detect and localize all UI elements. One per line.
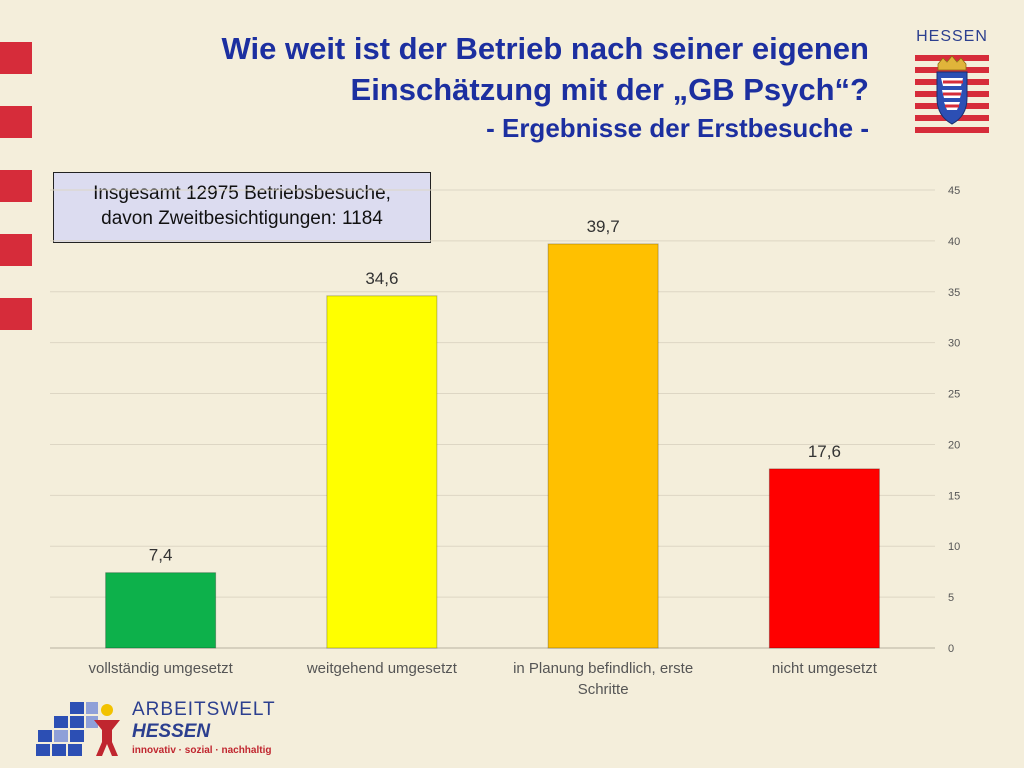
title-line-1: Wie weit ist der Betrieb nach seiner eig…: [221, 31, 869, 66]
hessen-stripe: [0, 106, 32, 138]
y-tick-label: 45: [948, 185, 960, 197]
x-category-label: nicht umgesetzt: [772, 660, 878, 677]
y-tick-label: 5: [948, 592, 954, 604]
bar: [768, 468, 880, 649]
arbeitswelt-logo-line-1: ARBEITSWELT: [132, 699, 276, 720]
arbeitswelt-logo-line-2: HESSEN: [132, 721, 211, 742]
data-label: 7,4: [149, 546, 173, 565]
bar: [326, 295, 438, 649]
x-category-label: Schritte: [578, 681, 629, 698]
info-box-line-1: Insgesamt 12975 Betriebsbesuche,: [93, 183, 391, 204]
hessen-stripe: [0, 234, 32, 266]
bar: [547, 243, 659, 649]
hessen-logo-text: HESSEN: [916, 28, 988, 45]
hessen-logo: HESSEN: [913, 28, 991, 134]
hessen-coat-of-arms-icon: [915, 55, 989, 133]
hessen-stripe: [0, 170, 32, 202]
summary-info-box: Insgesamt 12975 Betriebsbesuche, davon Z…: [53, 172, 431, 243]
y-tick-label: 10: [948, 541, 960, 553]
y-tick-label: 25: [948, 389, 960, 401]
x-category-label: in Planung befindlich, erste: [513, 660, 693, 677]
y-tick-label: 15: [948, 490, 960, 502]
y-tick-label: 0: [948, 643, 954, 655]
hessen-stripe: [0, 298, 32, 330]
page-title: Wie weit ist der Betrieb nach seiner eig…: [109, 28, 869, 110]
info-box-line-2: davon Zweitbesichtigungen: 1184: [101, 208, 383, 229]
data-label: 34,6: [365, 269, 398, 288]
arbeitswelt-logo-tagline: innovativ · sozial · nachhaltig: [132, 745, 272, 756]
page-subtitle: - Ergebnisse der Erstbesuche -: [486, 113, 869, 143]
title-line-2: Einschätzung mit der „GB Psych“?: [350, 72, 869, 107]
y-tick-label: 30: [948, 338, 960, 350]
y-tick-label: 40: [948, 236, 960, 248]
arbeitswelt-mosaic-icon: [36, 702, 120, 756]
x-category-label: weitgehend umgesetzt: [306, 660, 458, 677]
arbeitswelt-hessen-logo: [34, 700, 274, 760]
y-tick-label: 20: [948, 439, 960, 451]
data-label: 17,6: [808, 442, 841, 461]
data-label: 39,7: [587, 217, 620, 236]
hessen-stripe: [0, 42, 32, 74]
x-category-label: vollständig umgesetzt: [89, 660, 234, 677]
bar: [105, 572, 217, 649]
y-tick-label: 35: [948, 287, 960, 299]
